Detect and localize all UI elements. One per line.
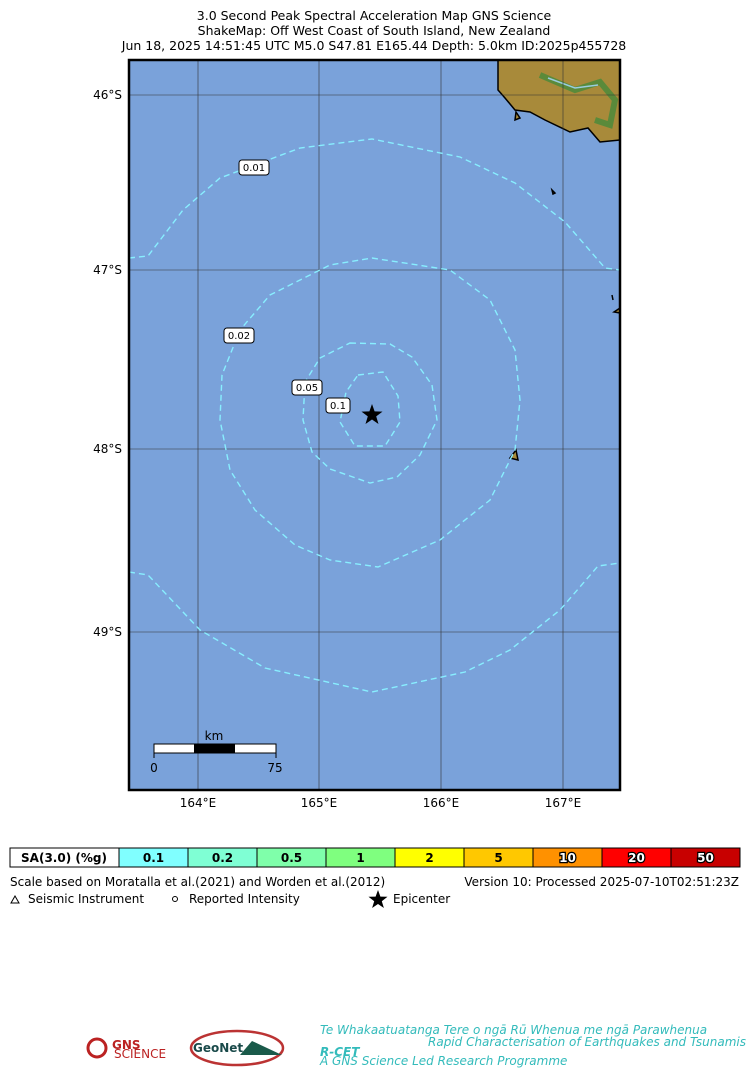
title-line: Jun 18, 2025 14:51:45 UTC M5.0 S47.81 E1…: [121, 38, 627, 53]
map-area: 0.01 0.02 0.05 0.1 km 0 75: [129, 60, 620, 790]
legend: SA(3.0) (%g) 0.1 0.2 0.5 1 2 5 10 20 50: [9, 847, 741, 868]
intensity-icon: [172, 896, 178, 902]
contour-label: 0.05: [296, 383, 318, 394]
graticule: [129, 60, 620, 790]
legend-label: 1: [356, 851, 364, 865]
legend-symbol: Seismic Instrument: [28, 892, 144, 906]
lon-label: 165°E: [301, 796, 338, 810]
legend-label: 20: [628, 851, 645, 865]
map-frame: [127, 58, 622, 792]
legend-swatch: [670, 847, 741, 868]
rcet-top: Te Whakaatuatanga Tere o ngā Rū Whenua m…: [320, 1023, 707, 1037]
geonet-ring: [189, 1029, 285, 1067]
contour-label: 0.01: [243, 163, 265, 174]
footer-version: Version 10: Processed 2025-07-10T02:51:2…: [464, 875, 739, 889]
legend-label: 10: [559, 851, 576, 865]
lat-label: 49°S: [93, 625, 122, 639]
geonet-logo: GeoNet: [193, 1041, 243, 1055]
lat-label: 47°S: [93, 263, 122, 277]
ocean: [129, 60, 620, 790]
geonet-mark: [240, 1041, 282, 1055]
footer-note: Scale based on Moratalla et al.(2021) an…: [10, 875, 385, 889]
contour-label: 0.02: [228, 331, 250, 342]
land: [497, 60, 620, 143]
legend-label: 0.2: [212, 851, 233, 865]
gns-logo: GNS: [112, 1038, 141, 1052]
legend-label: 0.5: [281, 851, 302, 865]
island: [508, 109, 620, 462]
title-line: ShakeMap: Off West Coast of South Island…: [198, 23, 551, 38]
legend-label: 2: [425, 851, 433, 865]
epicenter-icon: [368, 890, 388, 908]
legend-title: SA(3.0) (%g): [21, 851, 107, 865]
instrument-icon: [10, 894, 20, 904]
title-line: 3.0 Second Peak Spectral Acceleration Ma…: [197, 8, 552, 23]
contour-label: 0.1: [330, 401, 346, 412]
gns-icon: [86, 1037, 108, 1059]
lat-label: 48°S: [93, 442, 122, 456]
rcet-logo: R-CET: [320, 1045, 360, 1059]
gns-sub: SCIENCE: [114, 1047, 166, 1061]
legend-symbol: Reported Intensity: [189, 892, 300, 906]
legend-label: 5: [494, 851, 502, 865]
logos: GNS SCIENCE GeoNet Te Whakaatuatanga Ter…: [86, 1023, 746, 1068]
lon-label: 164°E: [180, 796, 217, 810]
lat-label: 46°S: [93, 88, 122, 102]
legend-label: 50: [697, 851, 714, 865]
scale-end: 75: [267, 761, 282, 775]
lon-label: 166°E: [423, 796, 460, 810]
contour-labels: 0.01 0.02 0.05 0.1: [223, 159, 351, 414]
legend-label: 0.1: [143, 851, 164, 865]
scale-start: 0: [150, 761, 158, 775]
scale-bar: km 0 75: [150, 729, 282, 775]
lake: [547, 77, 599, 89]
legend-symbol: Epicenter: [393, 892, 450, 906]
rcet-side: Rapid Characterisation of Earthquakes an…: [428, 1035, 746, 1049]
epicenter: [361, 404, 383, 424]
rcet-bottom: A GNS Science Led Research Programme: [319, 1054, 567, 1068]
scale-unit: km: [205, 729, 224, 743]
land-relief: [538, 72, 619, 129]
lon-label: 167°E: [545, 796, 582, 810]
